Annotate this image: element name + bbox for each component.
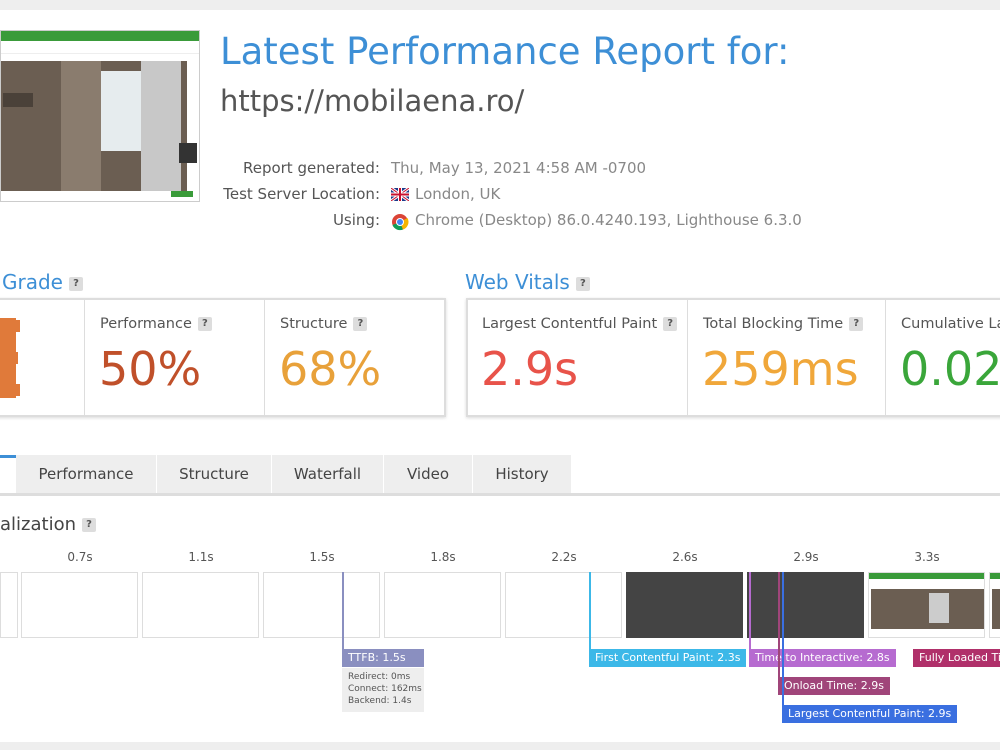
frame-thumb: [992, 589, 1000, 629]
meta-value: Thu, May 13, 2021 4:58 AM -0700: [391, 159, 647, 177]
time-tick: 2.2s: [551, 550, 577, 564]
filmstrip-frame: [868, 572, 985, 638]
frame-thumb: [929, 593, 949, 623]
chrome-icon: [392, 214, 409, 231]
tab[interactable]: Structure: [157, 455, 272, 493]
metric-label: Structure: [280, 316, 348, 332]
help-icon[interactable]: ?: [575, 276, 590, 291]
metric-cell: Performance? 50%: [84, 300, 265, 415]
metric-cell: Cumulative La 0.02: [885, 300, 1000, 415]
frame-thumb: [990, 573, 1000, 579]
meta-value: Chrome (Desktop) 86.0.4240.193, Lighthou…: [415, 211, 802, 229]
time-tick: 0.7s: [67, 550, 93, 564]
metric-cell: Total Blocking Time? 259ms: [687, 300, 886, 415]
marker-label: Fully Loaded Ti: [913, 649, 1000, 667]
filmstrip-frame: [626, 572, 743, 638]
grade-box: Performance? 50% Structure? 68%: [0, 298, 446, 417]
metric-label: Cumulative La: [901, 316, 1000, 332]
help-icon[interactable]: ?: [68, 276, 83, 291]
tab[interactable]: Performance: [16, 455, 157, 493]
section-title: alization?: [0, 514, 96, 535]
marker-label: First Contentful Paint: 2.3s: [589, 649, 747, 667]
marker-label: Onload Time: 2.9s: [778, 677, 890, 695]
filmstrip-frame: [989, 572, 1000, 638]
filmstrip-frame: [384, 572, 501, 638]
marker-label: Time to Interactive: 2.8s: [749, 649, 896, 667]
metric-value: 0.02: [900, 342, 1000, 396]
visualization-title: alization: [0, 514, 76, 535]
frame-thumb: [871, 589, 984, 629]
marker-details: Redirect: 0ms Connect: 162ms Backend: 1.4s: [342, 668, 424, 712]
metric-value: 259ms: [702, 342, 859, 396]
bottom-strip: [0, 742, 1000, 750]
tab-rule: [0, 493, 1000, 496]
report-url[interactable]: https://mobilaena.ro/: [220, 84, 525, 118]
marker-label: TTFB: 1.5s: [342, 649, 424, 667]
metric-label: Largest Contentful Paint: [482, 316, 658, 332]
tab[interactable]: Waterfall: [272, 455, 384, 493]
top-strip: [0, 0, 1000, 10]
section-title: Grade?: [2, 270, 83, 294]
frame-thumb: [869, 573, 984, 579]
meta-value: London, UK: [415, 185, 501, 203]
time-tick: 2.6s: [672, 550, 698, 564]
time-tick: 1.5s: [309, 550, 335, 564]
marker-label: Largest Contentful Paint: 2.9s: [782, 705, 958, 723]
help-icon[interactable]: ?: [849, 317, 864, 331]
grade-title: Grade: [2, 270, 63, 294]
filmstrip-frame: [21, 572, 138, 638]
help-icon[interactable]: ?: [663, 317, 678, 331]
marker-line: [342, 572, 344, 649]
meta-label: Using:: [332, 211, 380, 229]
metric-cell: Largest Contentful Paint? 2.9s: [468, 300, 687, 415]
time-tick: 2.9s: [793, 550, 819, 564]
marker-line: [778, 572, 780, 677]
filmstrip-frame: [142, 572, 259, 638]
tab[interactable]: Video: [384, 455, 473, 493]
active-tab[interactable]: [0, 455, 16, 493]
marker-line: [589, 572, 591, 649]
meta-label: Report generated:: [242, 159, 380, 177]
marker-line: [749, 572, 751, 649]
meta-label: Test Server Location:: [223, 185, 380, 203]
report-title: Latest Performance Report for:: [220, 30, 790, 73]
help-icon[interactable]: ?: [197, 317, 212, 331]
vitals-title: Web Vitals: [465, 270, 570, 294]
time-tick: 3.3s: [914, 550, 940, 564]
uk-flag: [391, 188, 409, 201]
help-icon[interactable]: ?: [353, 317, 368, 331]
metric-value: 50%: [99, 342, 202, 396]
metric-cell: Structure? 68%: [264, 300, 444, 415]
metric-label: Total Blocking Time: [703, 316, 844, 332]
help-icon[interactable]: ?: [82, 518, 96, 532]
metric-label: Performance: [100, 316, 192, 332]
vitals-box: Largest Contentful Paint? 2.9s Total Blo…: [466, 298, 1000, 417]
tab[interactable]: History: [473, 455, 572, 493]
metric-value: 68%: [279, 342, 382, 396]
marker-line: [782, 572, 784, 705]
filmstrip-frame: [263, 572, 380, 638]
metric-value: 2.9s: [481, 342, 579, 396]
detail-line: Backend: 1.4s: [348, 696, 412, 706]
filmstrip-frame: [505, 572, 622, 638]
section-title: Web Vitals?: [465, 270, 590, 294]
time-tick: 1.1s: [188, 550, 214, 564]
time-tick: 1.8s: [430, 550, 456, 564]
site-thumbnail: [0, 30, 200, 202]
detail-line: Redirect: 0ms: [348, 672, 411, 682]
detail-line: Connect: 162ms: [348, 684, 422, 694]
filmstrip-frame: [747, 572, 864, 638]
filmstrip-frame: [0, 572, 18, 638]
